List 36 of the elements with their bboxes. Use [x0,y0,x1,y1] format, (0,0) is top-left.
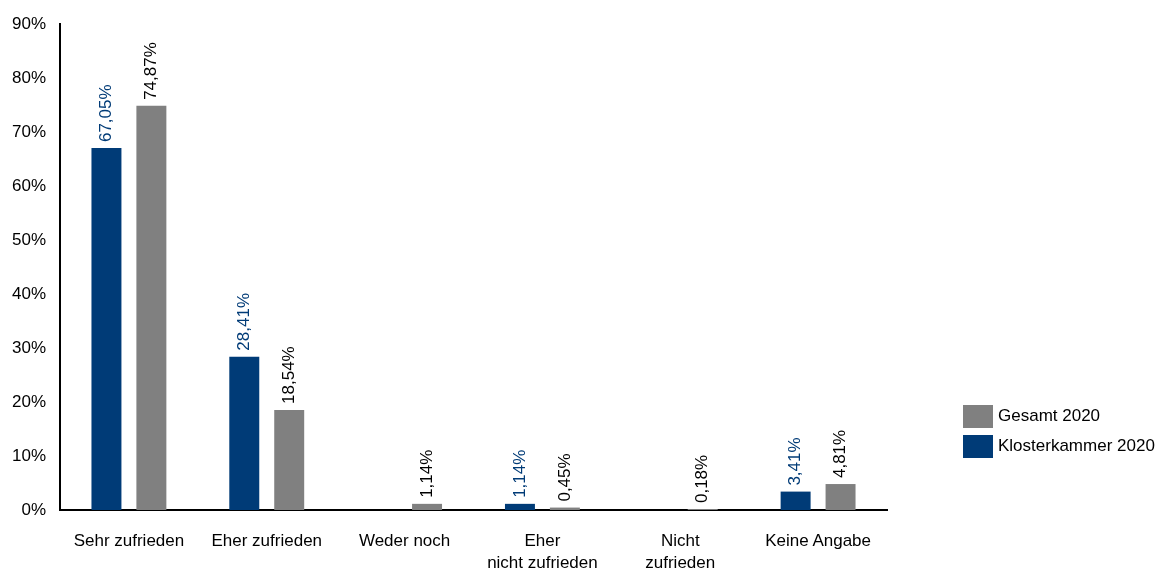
y-tick-label: 30% [11,337,46,357]
data-label: 28,41% [233,292,253,351]
bar [274,409,305,510]
data-label: 67,05% [96,84,116,143]
y-tick-label: 70% [11,121,46,141]
y-tick-label: 60% [11,175,46,195]
y-tick-label: 80% [11,67,46,87]
data-label: 18,54% [278,346,298,404]
legend-label: Klosterkammer 2020 [998,436,1155,456]
bar [412,503,443,510]
x-tick-label: Weder noch [358,530,451,550]
bar [780,491,811,510]
y-tick-label: 20% [11,391,46,411]
data-label: 3,41% [785,437,805,486]
y-tick-label: 0% [21,499,46,519]
x-tick-label: Keine Angabe [765,530,872,550]
legend-label: Gesamt 2020 [998,406,1101,426]
x-tick-label: Eher zufrieden [211,530,323,550]
data-label: 1,14% [509,449,529,498]
y-tick-label: 10% [11,445,46,465]
data-label: 0,18% [692,454,712,504]
y-tick-label: 40% [11,283,46,303]
x-tick-label: Sehr zufrieden [73,530,185,550]
bar [504,503,535,510]
data-label: 0,45% [554,453,574,502]
bar [136,105,167,510]
data-label: 74,87% [141,42,161,100]
bar [229,356,260,510]
data-label: 1,14% [416,449,436,498]
y-tick-label: 90% [11,13,46,33]
y-tick-label: 50% [11,229,46,249]
bar [91,148,122,510]
x-tick-label: Nicht zufrieden [645,530,716,569]
bar [825,484,856,510]
x-tick-label: Eher nicht zufrieden [487,530,598,569]
data-label: 4,81% [830,429,850,479]
